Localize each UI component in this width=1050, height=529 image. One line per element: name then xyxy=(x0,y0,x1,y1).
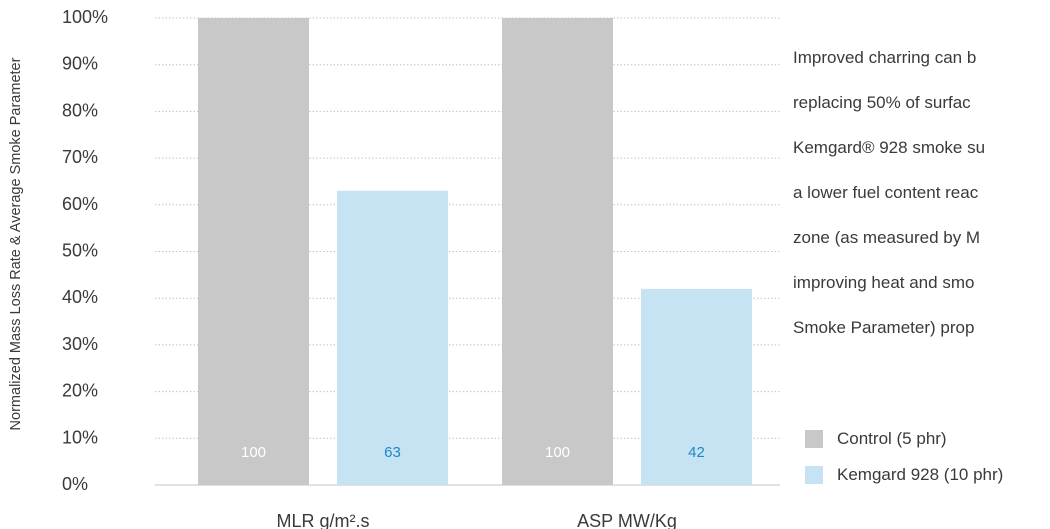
category-label: ASP MW/Kg xyxy=(577,511,677,529)
y-tick-label: 20% xyxy=(62,381,98,401)
y-tick-label: 70% xyxy=(62,147,98,167)
annotation-text: Improved charring can b replacing 50% of… xyxy=(793,24,1050,362)
annotation-line: improving heat and smo xyxy=(793,272,975,292)
y-tick-label: 0% xyxy=(62,474,88,494)
y-tick-label: 50% xyxy=(62,241,98,261)
y-tick-label: 90% xyxy=(62,54,98,74)
category-label: MLR g/m².s xyxy=(276,511,369,529)
legend-item-control: Control (5 phr) xyxy=(805,428,1003,450)
bar xyxy=(641,288,752,485)
annotation-line: Kemgard® 928 smoke su xyxy=(793,137,986,157)
bars xyxy=(198,18,752,486)
y-tick-label: 10% xyxy=(62,427,98,447)
legend-label: Control (5 phr) xyxy=(837,429,947,448)
legend-swatch xyxy=(805,466,823,484)
y-tick-label: 80% xyxy=(62,100,98,120)
y-tick-labels: 0% 10% 20% 30% 40% 50% 60% 70% 80% 90% 100% xyxy=(62,7,108,494)
annotation-line: replacing 50% of surfac xyxy=(793,92,971,112)
data-label: 100 xyxy=(241,444,266,461)
legend-swatch xyxy=(805,430,823,448)
bar xyxy=(337,190,448,486)
bar xyxy=(198,18,309,485)
y-tick-label: 100% xyxy=(62,7,108,27)
legend-item-kemgard: Kemgard 928 (10 phr) xyxy=(805,464,1003,486)
data-label: 100 xyxy=(545,444,570,461)
data-label: 42 xyxy=(688,444,705,461)
y-axis-label: Normalized Mass Loss Rate & Average Smok… xyxy=(8,57,24,430)
annotation-line: Smoke Parameter) prop xyxy=(793,317,975,337)
y-tick-label: 40% xyxy=(62,287,98,307)
data-labels: 100 63 100 42 xyxy=(241,444,705,461)
y-tick-label: 30% xyxy=(62,334,98,354)
y-tick-label: 60% xyxy=(62,194,98,214)
legend-label: Kemgard 928 (10 phr) xyxy=(837,465,1004,484)
bar xyxy=(502,18,613,485)
annotation-line: Improved charring can b xyxy=(793,47,977,67)
annotation-line: a lower fuel content reac xyxy=(793,182,979,202)
data-label: 63 xyxy=(384,444,401,461)
category-labels: MLR g/m².s ASP MW/Kg xyxy=(276,511,676,529)
annotation-line: zone (as measured by M xyxy=(793,227,981,247)
legend: Control (5 phr) Kemgard 928 (10 phr) xyxy=(805,428,1003,500)
